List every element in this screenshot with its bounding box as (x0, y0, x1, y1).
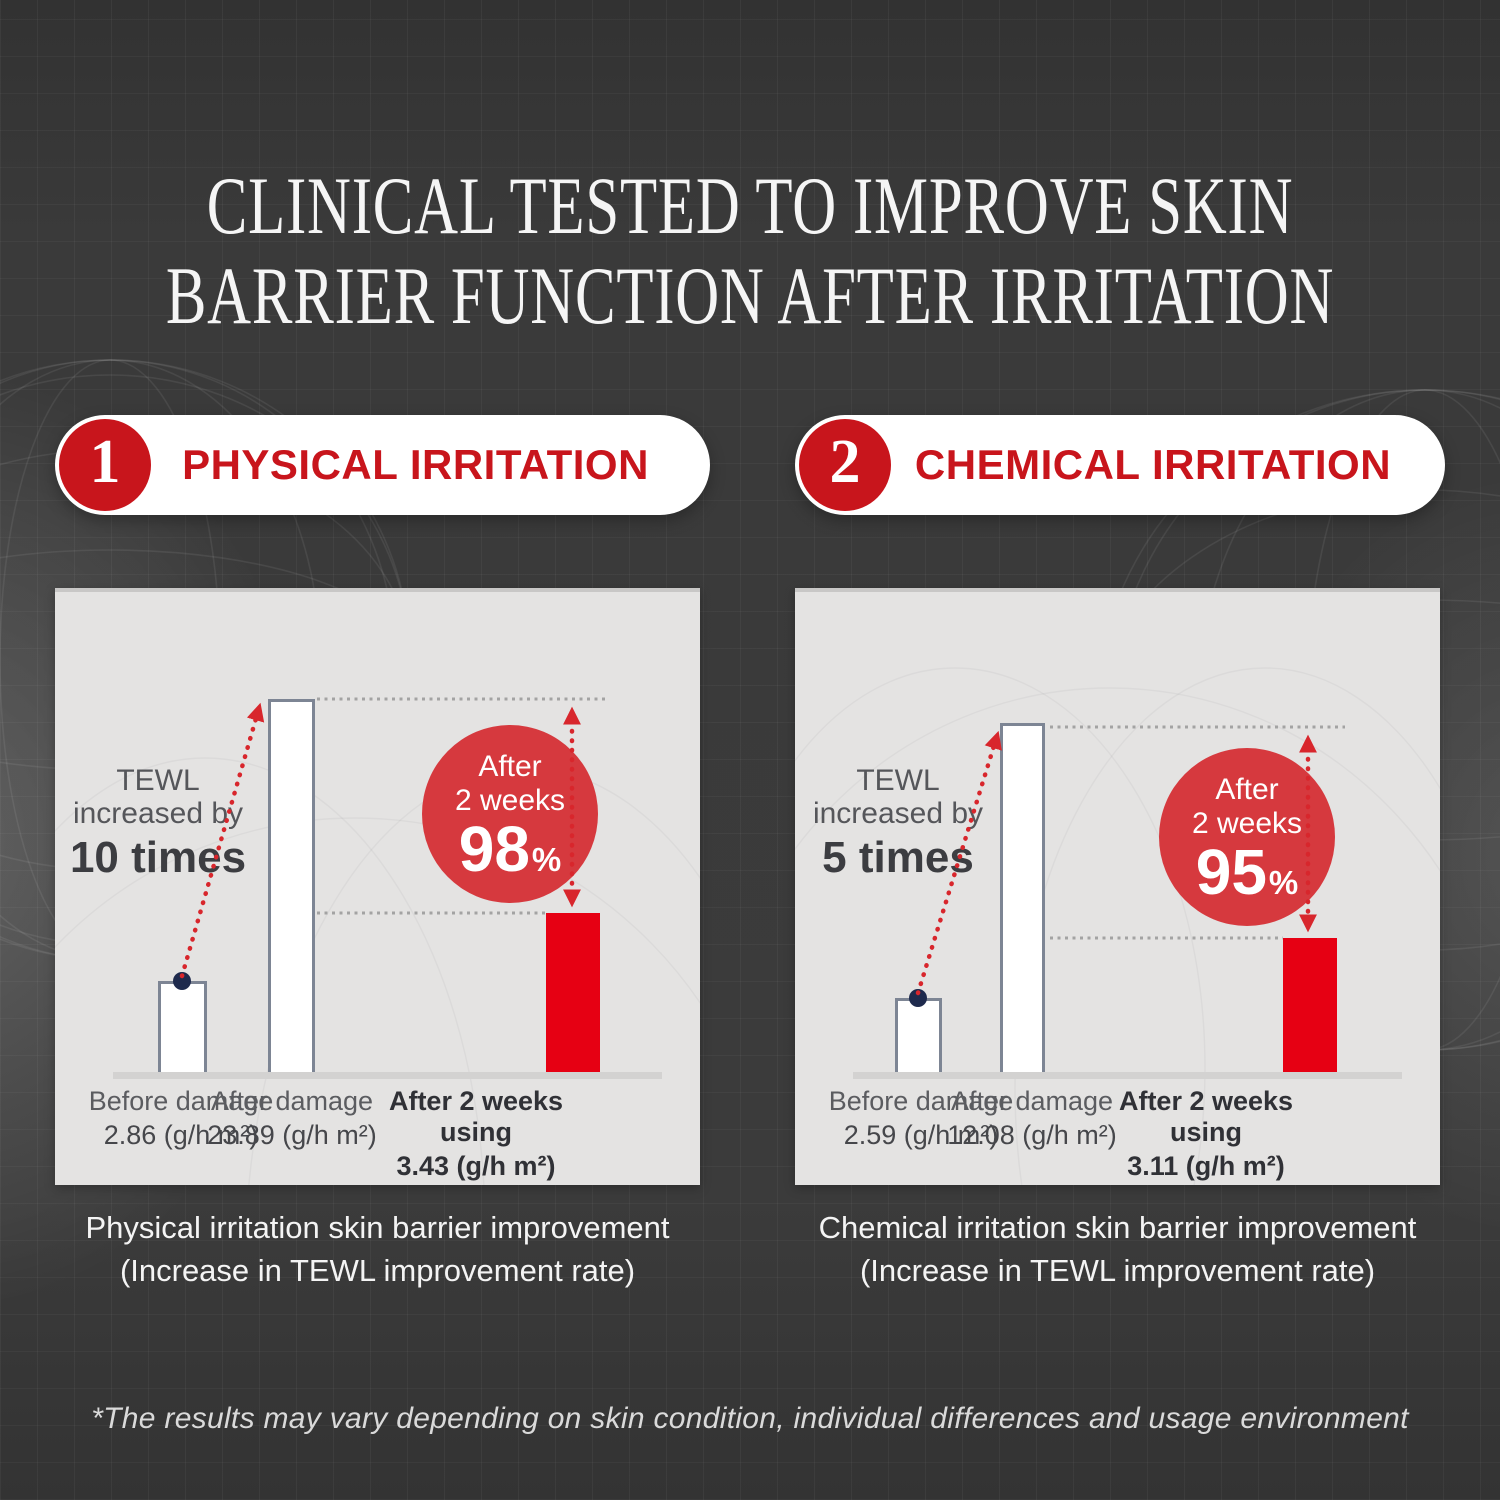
improvement-line-1: After (1215, 773, 1279, 806)
tewl-note: TEWL increased by 10 times (55, 764, 261, 882)
improvement-line-1: After (478, 750, 542, 783)
improvement-line-2: 2 weeks (454, 784, 566, 817)
chart-panel-chemical: TEWL increased by 5 times After 2 weeks … (795, 588, 1440, 1185)
caption-line-2: (Increase in TEWL improvement rate) (859, 1253, 1376, 1288)
badge-number-circle: 1 (59, 419, 151, 511)
chart-baseline (113, 1072, 662, 1079)
chart-baseline (853, 1072, 1402, 1079)
bar-group-label: After 2 weeks using 3.43 (g/h m²) (351, 1086, 601, 1182)
increase-arrow (915, 730, 1002, 996)
title-line-2: BARRIER FUNCTION AFTER IRRITATION (165, 250, 1335, 342)
section-badge-chemical: 2 CHEMICAL IRRITATION (795, 415, 1445, 515)
chart-panel-physical: TEWL increased by 10 times After 2 weeks… (55, 588, 700, 1185)
data-point-dot (909, 989, 927, 1007)
panel-watermark (795, 667, 1440, 1185)
bar-label: Before damage (828, 1086, 1014, 1116)
bar-group-label: After damage 12.08 (g/h m²) (932, 1086, 1132, 1151)
bar-before-damage (158, 981, 207, 1072)
bar-label: After damage (210, 1086, 374, 1116)
badge-label: CHEMICAL IRRITATION (914, 441, 1392, 488)
data-point-dot (173, 972, 191, 990)
tewl-line-2: increased by (72, 797, 244, 830)
improvement-unit: % (531, 841, 562, 878)
increase-arrow (179, 702, 265, 979)
bar-label: Before damage (88, 1086, 274, 1116)
tewl-note: TEWL increased by 5 times (795, 764, 1001, 882)
section-badge-physical: 1 PHYSICAL IRRITATION (55, 415, 710, 515)
badge-number: 2 (829, 428, 861, 496)
caption-line-1: Physical irritation skin barrier improve… (85, 1210, 670, 1245)
bar-label: After 2 weeks using (1118, 1086, 1294, 1147)
bar-group-label: Before damage 2.86 (g/h m²) (81, 1086, 281, 1151)
bar-after-2-weeks (1283, 938, 1337, 1072)
page-title: CLINICAL TESTED TO IMPROVE SKIN BARRIER … (0, 161, 1500, 342)
badge-label: PHYSICAL IRRITATION (182, 441, 649, 488)
improvement-unit: % (1268, 864, 1299, 901)
chart-annotation-arrows (179, 697, 608, 979)
bar-after-2-weeks (546, 913, 600, 1072)
bar-value: 2.86 (g/h m²) (103, 1120, 259, 1150)
improvement-line-2: 2 weeks (1191, 807, 1303, 840)
tewl-line-2: increased by (812, 797, 984, 830)
bar-value: 3.43 (g/h m²) (396, 1151, 556, 1181)
bar-value: 23.89 (g/h m²) (207, 1120, 377, 1150)
bar-before-damage (895, 998, 942, 1072)
bar-group-label: After damage 23.89 (g/h m²) (192, 1086, 392, 1151)
caption-chemical: Chemical irritation skin barrier improve… (795, 1206, 1440, 1292)
caption-physical: Physical irritation skin barrier improve… (55, 1206, 700, 1292)
bar-after-damage (268, 699, 315, 1072)
improvement-value: 98 (458, 813, 530, 885)
bar-value: 3.11 (g/h m²) (1127, 1151, 1285, 1181)
bar-value: 2.59 (g/h m²) (843, 1120, 999, 1150)
badge-number: 1 (89, 428, 121, 496)
improvement-value: 95 (1195, 836, 1267, 908)
bar-after-damage (1000, 723, 1045, 1072)
chart-annotation-arrows (915, 725, 1345, 996)
bar-value: 12.08 (g/h m²) (947, 1120, 1117, 1150)
bar-group-label: After 2 weeks using 3.11 (g/h m²) (1081, 1086, 1331, 1182)
tewl-line-1: TEWL (116, 764, 200, 797)
caption-line-1: Chemical irritation skin barrier improve… (818, 1210, 1417, 1245)
tewl-times: 5 times (822, 833, 974, 882)
title-line-1: CLINICAL TESTED TO IMPROVE SKIN (206, 160, 1294, 252)
bar-group-label: Before damage 2.59 (g/h m²) (821, 1086, 1021, 1151)
disclaimer-footnote: *The results may vary depending on skin … (91, 1402, 1409, 1435)
tewl-line-1: TEWL (856, 764, 940, 797)
caption-line-2: (Increase in TEWL improvement rate) (119, 1253, 636, 1288)
badge-number-circle: 2 (799, 419, 891, 511)
bar-label: After damage (950, 1086, 1114, 1116)
bar-label: After 2 weeks using (388, 1086, 564, 1147)
